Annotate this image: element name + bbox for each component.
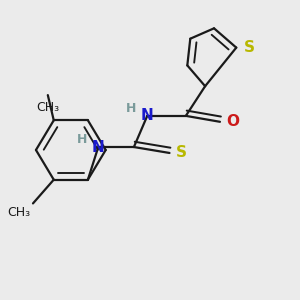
Text: H: H (77, 133, 87, 146)
Text: CH₃: CH₃ (7, 206, 30, 219)
Text: N: N (92, 140, 105, 154)
Text: N: N (141, 108, 154, 123)
Text: S: S (244, 40, 255, 55)
Text: CH₃: CH₃ (36, 101, 59, 114)
Text: O: O (226, 114, 239, 129)
Text: H: H (126, 102, 136, 115)
Text: S: S (176, 146, 187, 160)
